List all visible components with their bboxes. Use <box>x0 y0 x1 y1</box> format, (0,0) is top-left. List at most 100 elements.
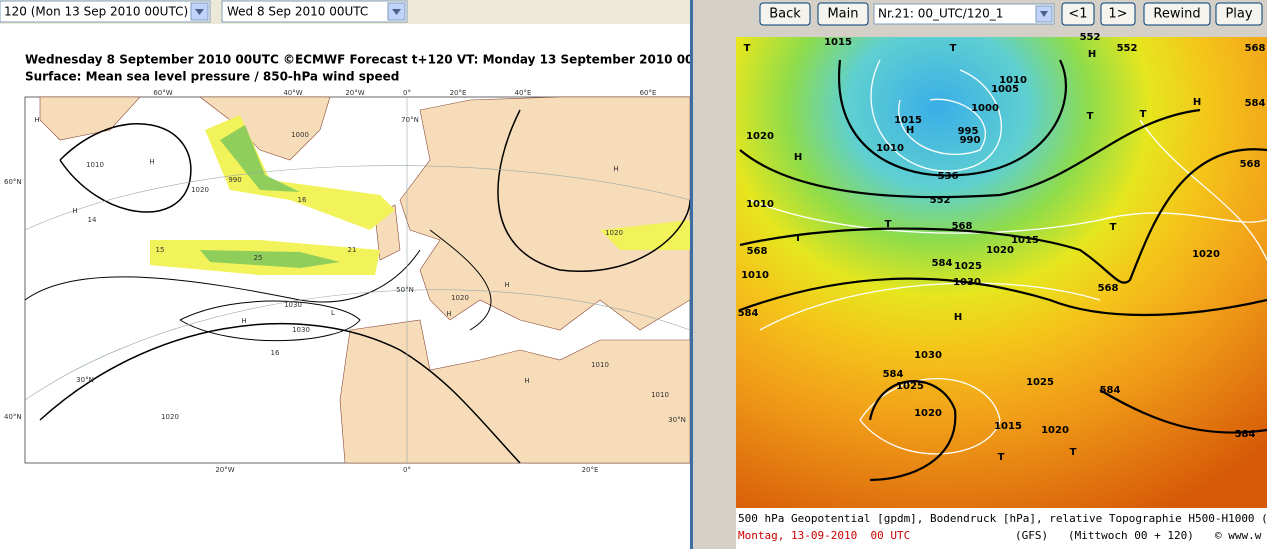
map-label: 1020 <box>161 413 179 421</box>
lat-label: 40°N <box>4 413 22 421</box>
map-label: 568 <box>1240 159 1261 170</box>
map-label: H <box>1088 49 1096 60</box>
lon-label: 60°W <box>153 89 172 97</box>
map-label: 1020 <box>451 294 469 302</box>
map-label: 15 <box>156 246 165 254</box>
caption-model: (GFS) <box>1015 529 1048 542</box>
parallel <box>24 165 691 231</box>
button-label: 1> <box>1108 7 1127 22</box>
toolbar-button[interactable] <box>817 2 869 26</box>
toolbar-button[interactable] <box>1143 2 1211 26</box>
toolbar-button[interactable] <box>1100 2 1136 26</box>
map-label: 1010 <box>999 75 1027 86</box>
isobar <box>24 249 421 303</box>
map-label: 568 <box>952 221 973 232</box>
map-label: H <box>149 158 154 166</box>
map-label: 552 <box>1117 43 1138 54</box>
map-label: 25 <box>254 254 263 262</box>
run-select[interactable] <box>0 0 211 23</box>
map-label: 584 <box>883 369 904 380</box>
map-label: 995 <box>958 126 979 137</box>
arrow-icon <box>195 9 204 15</box>
caption-bg <box>736 508 1267 549</box>
lon-label: 60°E <box>640 89 657 97</box>
toolbar-button[interactable] <box>1061 2 1095 26</box>
map-label: T <box>1087 111 1094 122</box>
isobar <box>870 59 1002 172</box>
map-label: H <box>446 310 451 318</box>
map-label: H <box>954 312 962 323</box>
map-label: 1010 <box>741 270 769 281</box>
caption-run: (Mittwoch 00 + 120) <box>1068 529 1194 542</box>
toolbar-button[interactable] <box>1215 2 1263 26</box>
caption: 500 hPa Geopotential [gpdm], Bodendruck … <box>738 512 1267 525</box>
map-title: Wednesday 8 September 2010 00UTC ©ECMWF … <box>25 53 720 67</box>
contour <box>1099 389 1267 434</box>
map-label: 990 <box>960 135 981 146</box>
lon-label: 40°E <box>515 89 532 97</box>
contour <box>837 59 1068 177</box>
base-select[interactable] <box>221 0 408 23</box>
map-label: T <box>795 233 802 244</box>
parallel <box>24 289 691 401</box>
map-label: 14 <box>88 216 97 224</box>
caption-credit: © www.w <box>1215 529 1262 542</box>
lon-label: 20°W <box>215 466 234 474</box>
map-label: 1015 <box>894 115 922 126</box>
pressure-isobars <box>749 59 1267 455</box>
land <box>39 96 691 464</box>
map-label: 1010 <box>651 391 669 399</box>
map-label: 1020 <box>746 131 774 142</box>
map-label: 1030 <box>953 277 981 288</box>
map-label: H <box>1193 97 1201 108</box>
frame-select[interactable] <box>873 3 1055 25</box>
graticule <box>24 97 691 463</box>
wind-band <box>200 250 340 268</box>
geopotential-lines <box>739 59 1267 482</box>
map-label: 1020 <box>191 186 209 194</box>
map-label: T <box>1140 109 1147 120</box>
map-label: 21 <box>348 246 357 254</box>
gfs-map <box>736 37 1267 508</box>
map-label: H <box>906 125 914 136</box>
wind-band <box>600 220 690 250</box>
isobar <box>898 98 987 155</box>
map-label: 1000 <box>291 131 309 139</box>
map-label: H <box>34 116 39 124</box>
map-label: T <box>744 43 751 54</box>
toolbar-button[interactable] <box>759 2 811 26</box>
lon-label: 20°E <box>450 89 467 97</box>
map-label: 1030 <box>284 301 302 309</box>
lon-label: 0° <box>403 89 411 97</box>
map-label: 1025 <box>954 261 982 272</box>
map-label: 50°N <box>396 286 414 294</box>
map-label: 16 <box>271 349 280 357</box>
map-label: 1025 <box>1026 377 1054 388</box>
map-label: 568 <box>747 246 768 257</box>
isobars <box>24 109 691 464</box>
map-label: 1020 <box>986 245 1014 256</box>
button-label: Back <box>769 7 801 22</box>
map-label: 1010 <box>86 161 104 169</box>
map-label: 70°N <box>401 116 419 124</box>
isobar <box>39 322 521 464</box>
isobar <box>429 229 492 331</box>
map-label: 30°N <box>668 416 686 424</box>
map-label: L <box>331 309 335 317</box>
map-label: 1015 <box>824 37 852 48</box>
map-label: 1020 <box>1192 249 1220 260</box>
map-label: H <box>613 165 618 173</box>
isobar <box>749 199 1267 234</box>
map-label: 1000 <box>971 103 999 114</box>
wind-bands <box>150 115 690 275</box>
arrow-icon <box>1040 11 1048 17</box>
contour <box>739 148 1267 284</box>
map-label: H <box>504 281 509 289</box>
lon-label: 20°E <box>582 466 599 474</box>
map-label: 1005 <box>991 84 1019 95</box>
map-label: 552 <box>1080 32 1101 43</box>
map-label: H <box>241 317 246 325</box>
map-label: 568 <box>1245 43 1266 54</box>
frame-divider <box>690 0 693 549</box>
